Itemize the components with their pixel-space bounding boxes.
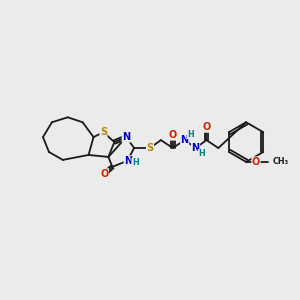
Text: H: H [187, 130, 194, 139]
Text: N: N [191, 143, 200, 153]
Text: CH₃: CH₃ [273, 158, 289, 166]
Text: H: H [132, 158, 139, 167]
Text: N: N [181, 135, 189, 145]
Text: O: O [252, 157, 260, 167]
Text: S: S [146, 143, 154, 153]
Text: O: O [202, 122, 211, 132]
Text: O: O [169, 130, 177, 140]
Text: H: H [198, 149, 205, 158]
Text: O: O [100, 169, 109, 179]
Text: N: N [124, 156, 132, 166]
Text: S: S [100, 127, 107, 137]
Text: N: N [122, 132, 130, 142]
